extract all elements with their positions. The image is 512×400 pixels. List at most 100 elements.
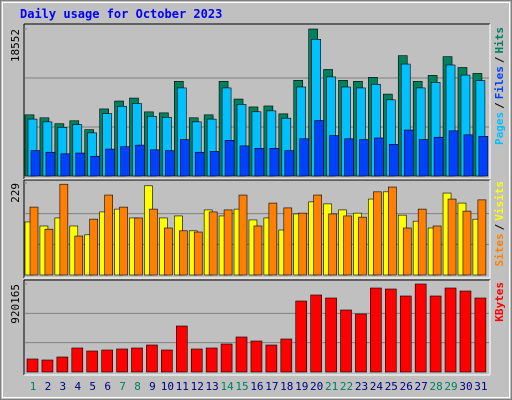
bar [89,218,99,276]
bar [239,145,250,177]
x-tick-label: 4 [74,380,81,393]
bar [179,230,188,276]
legend-separator: / [493,223,506,230]
bar [71,347,84,373]
bar [101,349,113,373]
x-tick-label: 6 [104,380,111,393]
bar [374,137,384,177]
y-tick-label: 18552 [9,29,22,62]
x-tick-label: 2 [45,380,52,393]
bar [75,152,86,177]
x-tick-label: 17 [265,380,278,393]
x-tick-label: 27 [415,380,428,393]
bar [399,295,412,373]
bar [254,147,265,177]
bar [26,358,39,373]
bar [135,144,145,177]
bar [355,313,367,373]
bar [180,139,190,177]
x-tick-label: 1 [30,380,37,393]
x-tick-label: 28 [429,380,442,393]
legend-entry: Visits [493,181,506,221]
x-tick-label: 23 [355,380,368,393]
x-tick-label: 20 [310,380,323,393]
bar [474,297,487,373]
bar [59,183,69,276]
bar [161,349,173,373]
x-tick-label: 18 [280,380,293,393]
bar [373,191,382,276]
x-tick-label: 22 [340,380,353,393]
bar [478,136,489,177]
bar [208,211,218,276]
y-tick-label: 920165 [9,284,22,324]
bar [41,359,54,373]
bar [310,294,322,373]
bar [146,344,158,373]
bar [29,206,39,276]
bar [268,202,278,276]
bar [403,129,414,177]
bar [462,210,472,276]
x-tick-label: 21 [325,380,338,393]
legend: KBytes [493,282,506,322]
x-tick-label: 12 [191,380,204,393]
x-tick-label: 26 [400,380,413,393]
bar [459,290,472,373]
bar [165,150,175,177]
x-tick-label: 8 [134,380,141,393]
x-tick-label: 25 [385,380,398,393]
bar [280,338,293,373]
bar [444,287,457,373]
x-tick-label: 10 [161,380,174,393]
x-tick-label: 14 [220,380,234,393]
bar [265,344,278,373]
x-tick-label: 19 [295,380,308,393]
legend-entry: KBytes [493,282,506,322]
x-tick-label: 11 [176,380,189,393]
bar [418,139,429,177]
bar [417,208,427,276]
x-tick-label: 9 [149,380,156,393]
bar [298,212,308,276]
x-tick-label: 13 [206,380,219,393]
bar [313,194,322,276]
bar [116,348,128,373]
x-tick-label: 30 [459,380,472,393]
legend-entry: Hits [493,27,506,54]
bar [220,343,233,373]
bar [194,151,205,177]
bar [463,134,474,177]
bar [104,194,113,276]
bar [447,198,457,276]
y-tick-label: 229 [9,183,22,203]
bar [90,155,101,177]
bar [193,231,203,276]
bar [389,144,399,177]
bar [402,227,412,276]
bar [388,186,397,276]
bar [414,283,427,373]
bar [295,300,308,373]
bar [253,225,263,276]
bar [429,295,442,373]
legend-entry: Files [493,66,506,99]
x-tick-label: 16 [250,380,263,393]
bar [433,136,444,177]
bar [432,225,442,276]
chart-title: Daily usage for October 2023 [20,7,222,21]
bar [56,356,69,373]
bar [477,199,487,276]
bar [149,208,158,276]
bar [60,153,71,177]
legend: Pages / Files / Hits [493,27,506,145]
legend: Sites / Visits [493,181,506,267]
bar [131,347,143,373]
bar [120,146,130,177]
bar [284,150,295,177]
bar [44,228,54,276]
bar [269,147,280,177]
